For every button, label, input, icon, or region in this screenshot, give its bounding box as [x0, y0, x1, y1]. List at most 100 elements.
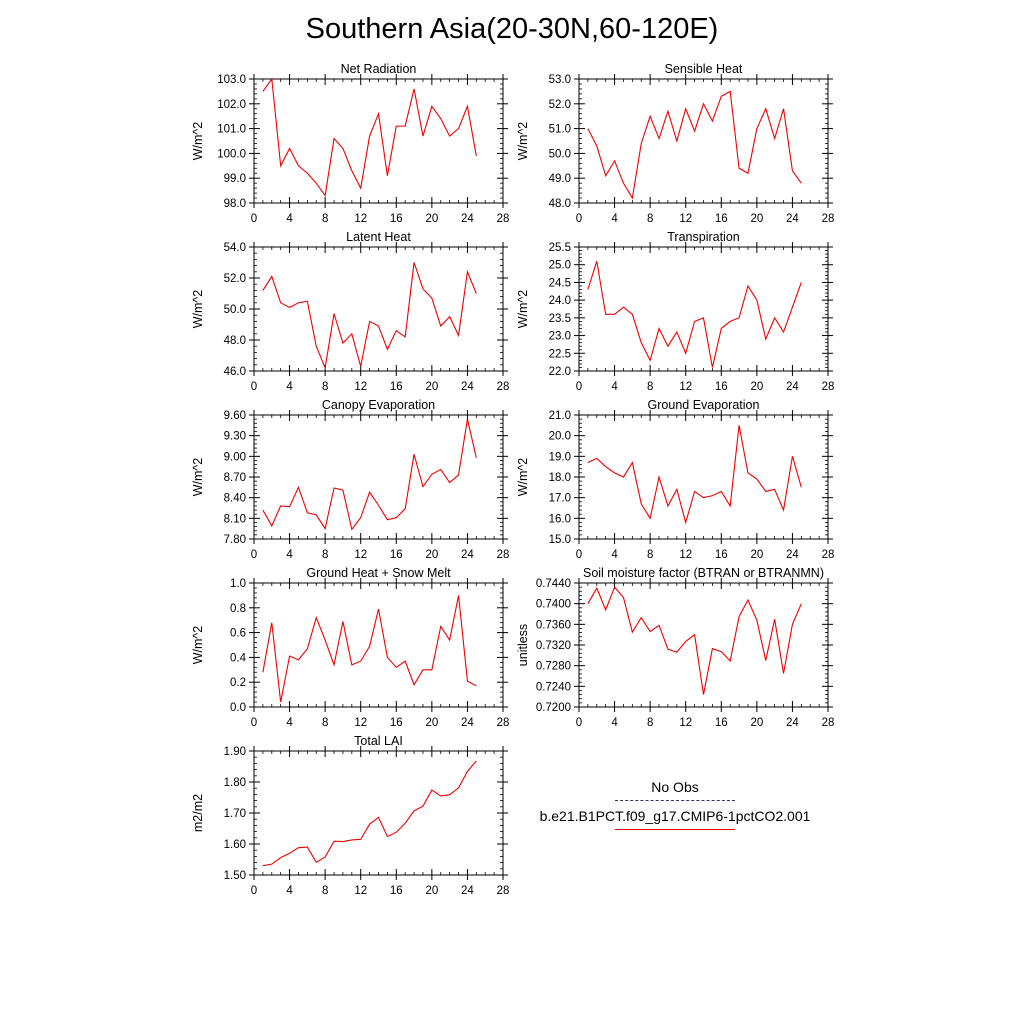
panel-2: Latent Heat 0 4 8 12 16 20 24 28 46.0 48.0 50.0 52.0…: [191, 230, 509, 393]
panel-5: Ground Evaporation 0 4 8 12 16 20 24 28 15.0 16.0 1…: [516, 398, 834, 561]
y-tick-label: 0.6: [230, 628, 246, 640]
x-tick-label: 16: [390, 885, 403, 897]
y-tick-label: 15.0: [549, 534, 571, 546]
y-tick-label: 8.40: [224, 493, 246, 505]
y-tick-label: 1.80: [224, 777, 246, 789]
x-tick-label: 24: [461, 885, 474, 897]
y-tick-label: 49.0: [549, 173, 571, 185]
y-tick-label: 0.7440: [536, 578, 571, 590]
x-tick-label: 4: [611, 213, 618, 225]
x-tick-label: 0: [251, 213, 257, 225]
series-line: [262, 595, 477, 703]
x-tick-label: 24: [461, 549, 474, 561]
y-tick-label: 19.0: [549, 451, 571, 463]
y-tick-label: 103.0: [217, 74, 246, 86]
panel-title: Canopy Evaporation: [322, 398, 435, 412]
x-tick-label: 24: [786, 381, 799, 393]
x-tick-label: 24: [461, 381, 474, 393]
x-tick-label: 12: [679, 549, 692, 561]
y-tick-label: 23.5: [549, 313, 571, 325]
x-tick-label: 20: [425, 549, 438, 561]
y-tick-label: 18.0: [549, 472, 571, 484]
x-tick-label: 20: [425, 213, 438, 225]
x-tick-label: 8: [322, 381, 328, 393]
panel-title: Transpiration: [667, 230, 740, 244]
plot-frame: [253, 582, 504, 708]
x-tick-label: 4: [286, 885, 293, 897]
x-tick-label: 20: [425, 381, 438, 393]
panel-title: Ground Evaporation: [648, 398, 760, 412]
x-tick-label: 0: [251, 717, 257, 729]
panel-3: Transpiration 0 4 8 12 16 20 24 28 22.0 22.5 23.0 23…: [516, 230, 834, 393]
x-tick-label: 28: [822, 549, 835, 561]
y-tick-label: 54.0: [224, 242, 246, 254]
y-tick-label: 48.0: [549, 198, 571, 210]
legend-model-label: b.e21.B1PCT.f09_g17.CMIP6-1pctCO2.001: [539, 808, 811, 824]
y-tick-label: 1.60: [224, 839, 246, 851]
x-tick-label: 0: [576, 213, 582, 225]
x-tick-label: 20: [425, 717, 438, 729]
y-tick-label: 98.0: [224, 198, 246, 210]
y-tick-label: 9.60: [224, 410, 246, 422]
y-axis-label: W/m^2: [191, 290, 205, 329]
x-tick-label: 16: [715, 213, 728, 225]
y-tick-label: 0.7400: [536, 599, 571, 611]
panel-7: Soil moisture factor (BTRAN or BTRANMN) 0…: [516, 566, 834, 729]
y-tick-label: 101.0: [217, 124, 246, 136]
plot-frame: [253, 750, 504, 876]
x-tick-label: 8: [322, 717, 328, 729]
x-tick-label: 12: [679, 717, 692, 729]
x-tick-label: 28: [822, 381, 835, 393]
x-tick-label: 0: [251, 381, 257, 393]
x-tick-label: 8: [647, 381, 653, 393]
x-tick-label: 16: [390, 549, 403, 561]
x-tick-label: 0: [251, 885, 257, 897]
y-tick-label: 21.0: [549, 410, 571, 422]
series-line: [587, 425, 802, 525]
y-tick-label: 1.70: [224, 808, 246, 820]
series-line: [262, 760, 477, 867]
x-tick-label: 20: [750, 381, 763, 393]
x-tick-label: 28: [497, 717, 510, 729]
plot-frame: [253, 246, 504, 372]
panel-6: Ground Heat + Snow Melt 0 4 8 12 16 20 24 28 0.0 0…: [191, 566, 509, 729]
y-axis-label: W/m^2: [516, 458, 530, 497]
x-tick-label: 20: [750, 717, 763, 729]
series-line: [262, 419, 477, 531]
x-tick-label: 12: [354, 885, 367, 897]
y-tick-label: 52.0: [549, 99, 571, 111]
x-tick-label: 8: [647, 717, 653, 729]
plot-frame: [578, 246, 829, 372]
y-tick-label: 8.70: [224, 472, 246, 484]
series-line: [262, 77, 477, 197]
y-tick-label: 0.2: [230, 677, 246, 689]
plot-frame: [578, 78, 829, 204]
y-axis-label: W/m^2: [191, 626, 205, 665]
panel-title: Total LAI: [354, 734, 403, 748]
x-tick-label: 12: [354, 717, 367, 729]
y-tick-label: 0.8: [230, 603, 246, 615]
y-tick-label: 99.0: [224, 173, 246, 185]
y-axis-label: unitless: [516, 624, 530, 666]
x-tick-label: 0: [576, 549, 582, 561]
x-tick-label: 4: [286, 381, 293, 393]
y-tick-label: 25.5: [549, 242, 571, 254]
x-tick-label: 24: [461, 213, 474, 225]
legend-obs-line: [615, 800, 735, 801]
y-axis-label: W/m^2: [516, 122, 530, 161]
x-tick-label: 12: [679, 381, 692, 393]
y-tick-label: 0.7320: [536, 640, 571, 652]
x-tick-label: 20: [750, 549, 763, 561]
y-tick-label: 20.0: [549, 431, 571, 443]
y-axis-label: m2/m2: [191, 794, 205, 832]
x-tick-label: 28: [822, 717, 835, 729]
y-tick-label: 100.0: [217, 148, 246, 160]
x-tick-label: 8: [322, 549, 328, 561]
x-tick-label: 4: [286, 213, 293, 225]
y-tick-label: 24.0: [549, 295, 571, 307]
x-tick-label: 0: [251, 549, 257, 561]
panel-title: Net Radiation: [341, 62, 417, 76]
y-axis-label: W/m^2: [191, 122, 205, 161]
panel-4: Canopy Evaporation 0 4 8 12 16 20 24 28 7.80 8.10 8…: [191, 398, 509, 561]
x-tick-label: 4: [286, 717, 293, 729]
